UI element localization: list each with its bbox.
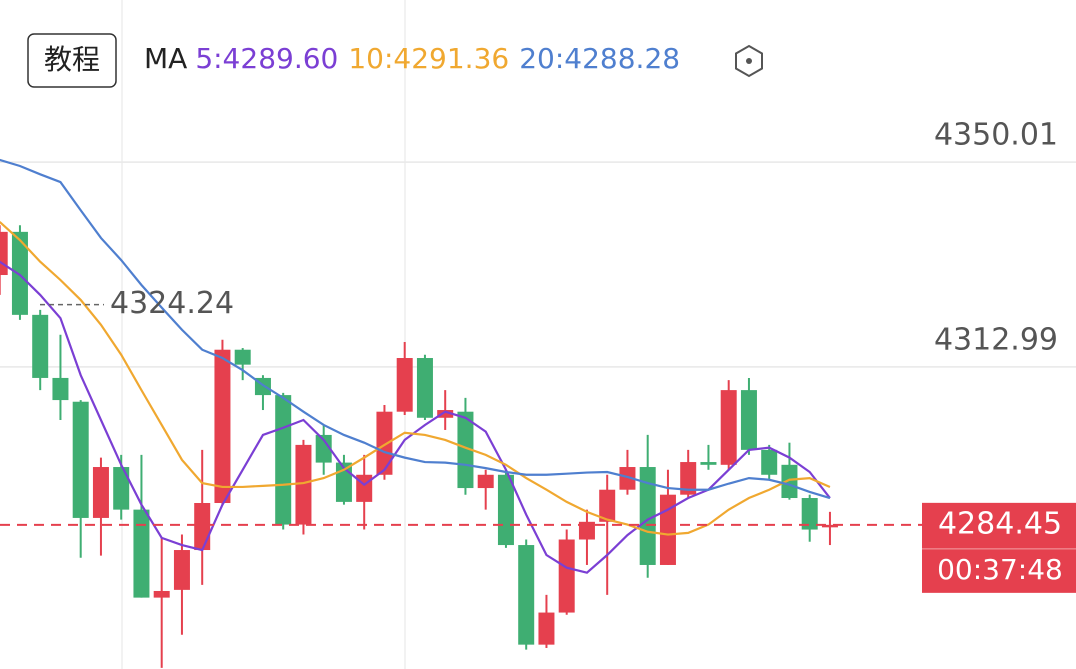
candle-body [538, 612, 555, 645]
legend-entry: 5:4289.60 [195, 42, 338, 75]
candle-body [92, 467, 109, 518]
candle-body [821, 524, 838, 528]
candle-body [497, 474, 514, 546]
candle-body [558, 539, 575, 613]
candle-body [376, 411, 393, 475]
candle-body [194, 502, 211, 551]
candle-body [396, 358, 413, 412]
ma-label: MA [144, 42, 187, 75]
candle-body [761, 449, 778, 475]
candle-body [477, 474, 494, 489]
candle-body [781, 464, 798, 499]
candle-body [740, 390, 757, 450]
ma-line [0, 158, 831, 500]
candle-body [315, 434, 332, 463]
tutorial-button[interactable] [27, 33, 117, 88]
candle-body [11, 231, 28, 315]
candle-body [52, 377, 69, 401]
candle-body [518, 545, 535, 645]
countdown-label: 00:37:48 [937, 553, 1063, 586]
candle-body [275, 395, 292, 525]
high-marker-label: 4324.24 [110, 286, 234, 321]
candle-body [599, 489, 616, 522]
candle-body [173, 550, 190, 590]
candle-body [153, 590, 170, 598]
y-tick-label: 4312.99 [934, 322, 1058, 357]
candle-body [295, 444, 312, 525]
candle-body [0, 231, 8, 276]
candle-body [214, 349, 231, 503]
ma-line [0, 221, 831, 536]
settings-icon[interactable] [735, 44, 763, 78]
candle-body [680, 462, 697, 495]
candle-body [416, 358, 433, 418]
candle-body [720, 390, 737, 465]
legend-entry: 10:4291.36 [348, 42, 509, 75]
last-price-label: 4284.45 [938, 506, 1062, 541]
candle-body [437, 410, 454, 418]
ma-legend: MA 5:4289.60 10:4291.36 20:4288.28 [144, 42, 680, 75]
settings-dot[interactable] [746, 58, 752, 64]
candle-body [639, 467, 656, 565]
candle-body [578, 521, 595, 540]
candle-body [457, 411, 474, 489]
candle-body [700, 462, 717, 465]
y-tick-label: 4350.01 [934, 118, 1058, 153]
legend-entry: 20:4288.28 [519, 42, 680, 75]
settings-hexagon[interactable] [735, 44, 763, 78]
candle-body [113, 467, 130, 510]
ma-line [0, 260, 831, 574]
candle-body [72, 401, 89, 518]
candle-body [619, 467, 636, 490]
candle-body [32, 314, 49, 378]
tutorial-label[interactable]: 教程 [44, 43, 100, 76]
last-price-box [922, 502, 1076, 593]
candle-body [801, 498, 818, 530]
candle-body [234, 349, 251, 365]
candle-body [133, 509, 150, 598]
